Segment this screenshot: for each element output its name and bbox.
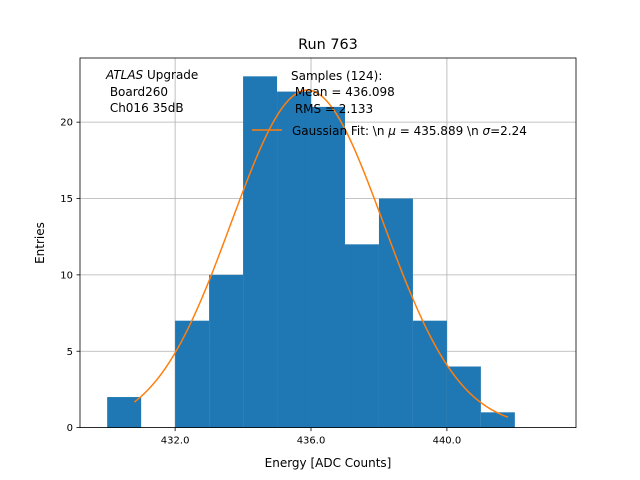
y-tick-label: 15 [60, 194, 73, 205]
y-axis-ticks: 0 5 10 15 20 [60, 118, 80, 434]
histogram-bars [107, 76, 515, 428]
x-axis-ticks: 432.0 436.0 440.0 [161, 427, 462, 447]
histogram-bar [243, 76, 278, 428]
histogram-bar [378, 198, 413, 428]
x-tick-label: 440.0 [433, 436, 462, 447]
samples-rms-label: RMS = 2.133 [291, 102, 373, 116]
y-axis-label: Entries [33, 222, 47, 264]
samples-mean-label: Mean = 436.098 [291, 85, 395, 99]
y-tick-label: 20 [60, 118, 73, 129]
legend-fit-label: Gaussian Fit: \n μ = 435.889 \n σ=2.24 [292, 124, 527, 138]
atlas-annotation: ATLAS Upgrade Board260 Ch016 35dB [105, 68, 198, 115]
x-tick-label: 436.0 [297, 436, 326, 447]
histogram-bar [344, 244, 379, 428]
channel-label: Ch016 35dB [106, 101, 184, 115]
histogram-bar [277, 91, 312, 428]
legend: Samples (124): Mean = 436.098 RMS = 2.13… [252, 69, 527, 138]
chart-title: Run 763 [298, 37, 358, 53]
histogram-bar [107, 397, 142, 428]
gaussian-fit-curve [133, 89, 509, 418]
x-tick-label: 432.0 [161, 436, 190, 447]
histogram-bar [175, 320, 210, 428]
board-label: Board260 [106, 85, 168, 99]
plot-frame [79, 57, 577, 429]
svg-text:ATLAS Upgrade: ATLAS Upgrade [105, 68, 198, 82]
histogram-bar [311, 106, 345, 428]
histogram-bar [209, 274, 244, 428]
samples-count-label: Samples (124): [291, 69, 382, 83]
histogram-bar [412, 320, 447, 428]
atlas-label: ATLAS [105, 68, 144, 82]
y-tick-label: 5 [67, 347, 73, 358]
upgrade-label: Upgrade [143, 68, 198, 82]
y-tick-label: 10 [60, 270, 73, 281]
x-axis-label: Energy [ADC Counts] [265, 456, 392, 470]
histogram-bar [446, 366, 481, 428]
histogram-bar [480, 412, 515, 428]
y-tick-label: 0 [67, 423, 73, 434]
